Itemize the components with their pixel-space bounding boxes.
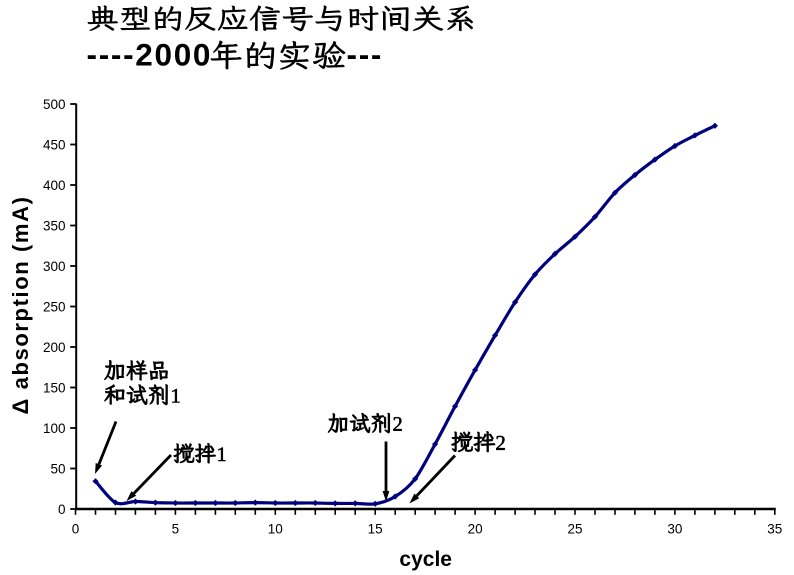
svg-text:5: 5 [172, 522, 180, 537]
svg-text:20: 20 [468, 522, 483, 537]
svg-text:250: 250 [43, 299, 66, 314]
svg-text:35: 35 [767, 522, 782, 537]
svg-text:30: 30 [667, 522, 682, 537]
svg-text:----2000: ----2000 [87, 37, 213, 73]
svg-text:cycle: cycle [399, 548, 452, 571]
svg-text:450: 450 [43, 137, 66, 152]
svg-text:200: 200 [43, 340, 66, 355]
svg-text:350: 350 [43, 218, 66, 233]
svg-text:Δ absorption (mA): Δ absorption (mA) [8, 195, 33, 414]
svg-text:100: 100 [43, 421, 66, 436]
svg-text:---: --- [347, 37, 384, 73]
svg-text:0: 0 [72, 522, 80, 537]
svg-text:300: 300 [43, 259, 66, 274]
svg-text:50: 50 [50, 461, 65, 476]
svg-text:400: 400 [43, 178, 66, 193]
svg-text:0: 0 [58, 502, 66, 517]
svg-text:10: 10 [268, 522, 283, 537]
svg-text:15: 15 [368, 522, 383, 537]
svg-text:500: 500 [43, 97, 66, 112]
svg-text:150: 150 [43, 380, 66, 395]
svg-text:25: 25 [567, 522, 582, 537]
